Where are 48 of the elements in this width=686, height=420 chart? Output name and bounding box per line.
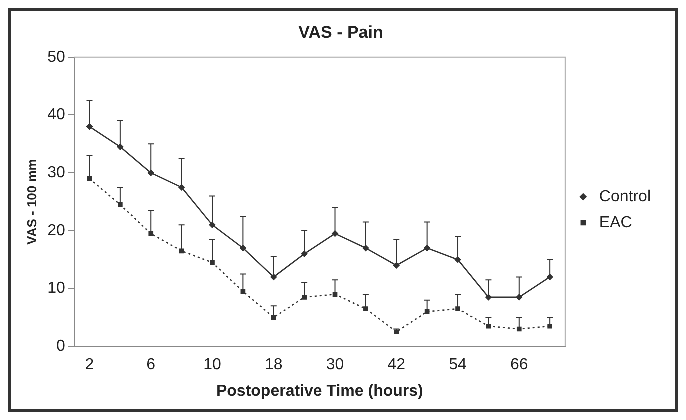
x-tick-label: 2 (85, 356, 94, 374)
point (424, 245, 430, 252)
point (117, 144, 124, 150)
x-tick-label: 66 (510, 356, 528, 374)
point (271, 315, 276, 320)
point (486, 324, 492, 329)
x-axis-title: Postoperative Time (hours) (216, 382, 424, 400)
point (362, 245, 370, 252)
point (548, 324, 552, 329)
point (301, 250, 308, 258)
x-tick-label: 18 (264, 356, 283, 374)
point (178, 184, 185, 191)
y-tick-label: 0 (56, 338, 66, 356)
point (332, 292, 338, 297)
point (486, 294, 492, 301)
point (270, 274, 278, 280)
y-tick-label: 20 (48, 222, 66, 240)
point (456, 306, 460, 312)
point (546, 274, 554, 280)
point (210, 260, 215, 266)
point (209, 222, 216, 228)
point (516, 294, 523, 301)
point (148, 170, 154, 176)
point (424, 309, 430, 314)
x-tick-label: 42 (388, 356, 406, 374)
point (87, 176, 92, 182)
y-axis-title: VAS - 100 mm (24, 159, 40, 245)
point (148, 231, 154, 236)
x-tick-label: 6 (146, 356, 156, 374)
y-tick-label: 40 (48, 106, 66, 124)
chart-title: VAS - Pain (298, 22, 384, 42)
point (393, 262, 400, 269)
point (302, 295, 307, 300)
y-tick-label: 30 (48, 164, 66, 182)
y-tick-label: 10 (48, 280, 66, 298)
point (240, 245, 246, 252)
point (240, 289, 246, 294)
x-tick-label: 54 (449, 356, 468, 374)
point (179, 248, 184, 254)
point (454, 256, 462, 263)
point (364, 306, 368, 312)
legend-label: EAC (599, 214, 632, 232)
point (118, 202, 123, 208)
point (516, 326, 522, 332)
legend-label: Control (599, 188, 651, 206)
x-tick-label: 10 (204, 356, 222, 374)
y-tick-label: 50 (48, 48, 66, 66)
x-tick-label: 30 (326, 356, 344, 374)
